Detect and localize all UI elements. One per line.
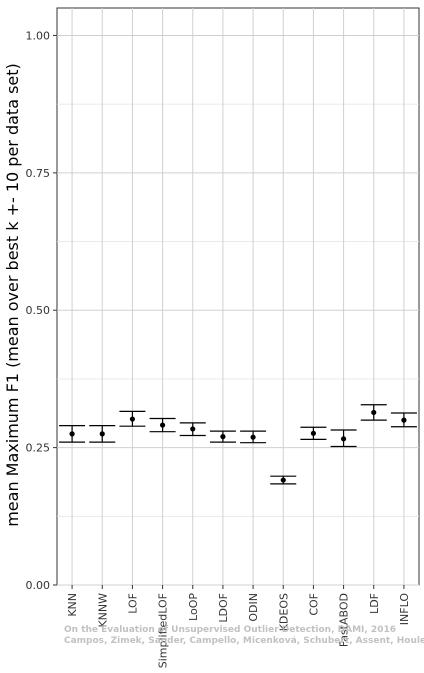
mean-point-knnw [99, 431, 105, 437]
mean-point-loop [190, 426, 196, 432]
gridlines [57, 8, 419, 586]
plot-panel [56, 7, 420, 586]
x-tick-label-ldof: LDOF [217, 593, 230, 623]
watermark-line-2: Campos, Zimek, Sander, Campello, Micenko… [64, 636, 424, 646]
mean-point-simplifiedlof [159, 422, 166, 428]
x-tick-label-inflo: INFLO [398, 593, 411, 626]
y-axis-title: mean Maximum F1 (mean over best k +- 10 … [3, 63, 22, 527]
mean-point-kdeos [280, 477, 286, 483]
y-tick-label-1: 0.25 [26, 442, 51, 455]
x-tick-label-odin: ODIN [247, 593, 260, 622]
y-axis: 0.00 0.25 0.50 0.75 1.00 [26, 29, 57, 592]
x-tick-label-cof: COF [307, 593, 320, 616]
x-tick-label-fastabod: FastABOD [338, 593, 351, 647]
mean-point-odin [250, 434, 256, 440]
mean-point-cof [310, 430, 317, 436]
mean-point-ldof [220, 434, 226, 440]
y-tick-label-4: 1.00 [26, 29, 51, 42]
x-tick-label-ldf: LDF [368, 593, 381, 614]
mean-point-knn [69, 431, 75, 437]
mean-point-ldf [371, 409, 377, 416]
x-tick-label-simplifiedlof: SimplifiedLOF [157, 593, 170, 668]
data-marks [59, 404, 417, 485]
watermark-line-1: On the Evaluation of Unsupervised Outlie… [64, 625, 396, 635]
x-axis: KNN KNNW LOF SimplifiedLOF LoOP LDOF ODIN KDEOS… [66, 585, 411, 668]
y-tick-label-2: 0.50 [26, 304, 51, 317]
x-tick-label-knnw: KNNW [96, 593, 109, 628]
x-tick-label-loop: LoOP [187, 593, 200, 621]
x-tick-label-lof: LOF [126, 593, 139, 614]
x-tick-label-kdeos: KDEOS [277, 593, 290, 631]
x-tick-label-knn: KNN [66, 593, 79, 617]
mean-point-inflo [401, 417, 407, 423]
y-tick-label-0: 0.00 [26, 579, 51, 592]
mean-point-fastabod [340, 436, 347, 442]
mean-point-lof [129, 416, 136, 422]
y-tick-label-3: 0.75 [26, 167, 51, 180]
